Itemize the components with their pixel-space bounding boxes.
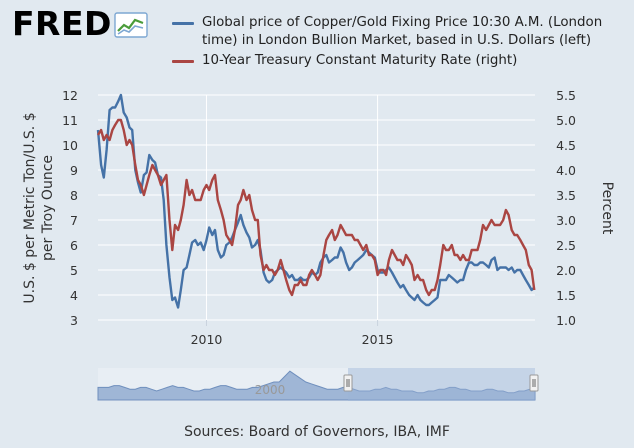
left-axis-tick-label: 9 <box>70 163 78 178</box>
navigator-right-handle[interactable] <box>529 374 539 392</box>
left-axis-ticks: 3 4 5 6 7 8 9 10 11 12 <box>62 88 78 328</box>
legend-swatch-red <box>172 60 194 63</box>
navigator[interactable]: 2000 <box>97 368 539 401</box>
fred-logo-text: FRED <box>12 4 112 43</box>
legend-item-treasury[interactable]: 10-Year Treasury Constant Maturity Rate … <box>172 52 622 70</box>
sources-note: Sources: Board of Governors, IBA, IMF <box>184 424 450 440</box>
navigator-area <box>97 370 536 401</box>
right-axis-tick-label: 1.5 <box>556 288 576 303</box>
x-axis-tick-label: 2010 <box>191 332 223 347</box>
gridlines <box>98 94 535 326</box>
fred-logo[interactable]: FRED <box>12 6 148 42</box>
left-axis-title-line1: U.S. $ per Metric Ton/U.S. $ <box>22 112 38 303</box>
right-axis-tick-label: 3.5 <box>556 188 576 203</box>
chart-area: 3 4 5 6 7 8 9 10 11 12 1.0 1.5 2.0 2.5 3.0 3.5 4.0 4.5 5.… <box>22 88 615 401</box>
chart-legend: Global price of Copper/Gold Fixing Price… <box>172 14 622 70</box>
x-axis-ticks: 2010 2015 <box>191 332 394 347</box>
right-axis-tick-label: 5.5 <box>556 88 576 103</box>
right-axis-tick-label: 5.0 <box>556 113 576 128</box>
right-axis-tick-label: 2.5 <box>556 238 576 253</box>
left-axis-tick-label: 6 <box>70 238 78 253</box>
right-axis-ticks: 1.0 1.5 2.0 2.5 3.0 3.5 4.0 4.5 5.0 5.5 <box>556 88 576 328</box>
left-axis-title-line2: per Troy Ounce <box>40 155 56 261</box>
legend-swatch-blue <box>172 22 194 25</box>
copper-gold-series-line <box>96 93 536 309</box>
right-axis-title: Percent <box>599 182 615 235</box>
chart-header: FRED Global price of Copper/Gold Fixing … <box>0 0 634 80</box>
fred-chart-logo-icon <box>114 12 148 38</box>
right-axis-tick-label: 4.5 <box>556 138 576 153</box>
left-axis-tick-label: 7 <box>70 213 78 228</box>
left-axis-tick-label: 11 <box>62 113 78 128</box>
x-axis-tick-label: 2015 <box>362 332 394 347</box>
right-axis-tick-label: 3.0 <box>556 213 576 228</box>
legend-label-treasury: 10-Year Treasury Constant Maturity Rate … <box>202 53 518 68</box>
legend-label-copper-gold: Global price of Copper/Gold Fixing Price… <box>202 15 603 48</box>
left-axis-tick-label: 10 <box>62 138 78 153</box>
treasury-rate-series-line <box>96 118 536 297</box>
left-axis-tick-label: 4 <box>70 288 78 303</box>
right-axis-tick-label: 4.0 <box>556 163 576 178</box>
navigator-label: 2000 <box>255 383 286 397</box>
navigator-window[interactable] <box>348 368 535 401</box>
right-axis-tick-label: 1.0 <box>556 313 576 328</box>
legend-item-copper-gold[interactable]: Global price of Copper/Gold Fixing Price… <box>172 14 622 50</box>
navigator-left-handle[interactable] <box>343 374 353 392</box>
left-axis-tick-label: 8 <box>70 188 78 203</box>
left-axis-tick-label: 5 <box>70 263 78 278</box>
left-axis-tick-label: 3 <box>70 313 78 328</box>
series-lines <box>96 93 536 309</box>
left-axis-tick-label: 12 <box>62 88 78 103</box>
right-axis-tick-label: 2.0 <box>556 263 576 278</box>
